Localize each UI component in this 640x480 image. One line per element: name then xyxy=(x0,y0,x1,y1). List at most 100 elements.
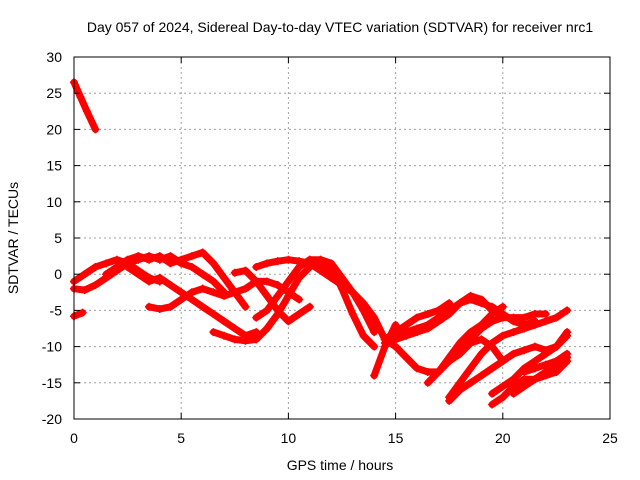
data-point xyxy=(112,255,121,264)
data-point xyxy=(348,288,357,297)
data-point xyxy=(498,357,507,366)
data-point xyxy=(262,259,271,268)
data-point xyxy=(155,304,164,313)
data-point xyxy=(241,266,250,275)
data-point xyxy=(209,328,218,337)
data-point xyxy=(262,324,271,333)
data-point xyxy=(305,302,314,311)
data-point xyxy=(541,349,550,358)
data-point xyxy=(530,364,539,373)
data-point xyxy=(295,310,304,319)
data-point xyxy=(145,277,154,286)
data-point xyxy=(220,331,229,340)
data-point xyxy=(402,331,411,340)
data-point xyxy=(445,357,454,366)
data-point xyxy=(445,393,454,402)
series-line xyxy=(424,303,507,387)
data-point xyxy=(370,313,379,322)
data-point xyxy=(305,255,314,264)
data-point xyxy=(466,378,475,387)
data-point xyxy=(488,389,497,398)
data-point xyxy=(91,125,100,134)
data-point xyxy=(552,357,561,366)
series-line xyxy=(70,78,99,133)
data-point xyxy=(466,328,475,337)
data-point xyxy=(552,367,561,376)
data-point xyxy=(284,317,293,326)
data-point xyxy=(488,364,497,373)
series-arc-1 xyxy=(70,78,100,134)
data-point xyxy=(273,281,282,290)
data-point xyxy=(445,310,454,319)
data-point xyxy=(252,313,261,322)
data-point xyxy=(198,248,207,257)
data-point xyxy=(220,273,229,282)
series-arc-21 xyxy=(445,335,507,366)
data-point xyxy=(509,375,518,384)
data-point xyxy=(520,382,529,391)
y-axis-ticks: -20 -15 -10 -5 0 5 10 15 20 25 30 xyxy=(42,49,610,427)
data-point xyxy=(155,252,164,261)
data-point xyxy=(252,277,261,286)
data-point xyxy=(145,302,154,311)
data-point xyxy=(252,335,261,344)
data-point xyxy=(102,270,111,279)
data-point xyxy=(177,295,186,304)
data-point xyxy=(241,336,250,345)
data-point xyxy=(530,310,539,319)
data-point xyxy=(262,291,271,300)
y-tick-label: 25 xyxy=(46,85,62,101)
data-point xyxy=(295,273,304,282)
data-point xyxy=(530,357,539,366)
data-point xyxy=(262,277,271,286)
data-point xyxy=(520,367,529,376)
data-point xyxy=(455,299,464,308)
data-point xyxy=(177,288,186,297)
data-point xyxy=(402,320,411,329)
data-point xyxy=(477,320,486,329)
data-point xyxy=(155,273,164,282)
data-point xyxy=(509,317,518,326)
data-point xyxy=(477,371,486,380)
data-point xyxy=(541,310,550,319)
data-point xyxy=(466,291,475,300)
data-point xyxy=(455,378,464,387)
data-point xyxy=(423,324,432,333)
data-point xyxy=(134,270,143,279)
data-point xyxy=(509,382,518,391)
x-axis-label: GPS time / hours xyxy=(287,457,394,473)
data-point xyxy=(434,317,443,326)
data-point xyxy=(102,259,111,268)
chart-title: Day 057 of 2024, Sidereal Day-to-day VTE… xyxy=(87,19,593,35)
data-point xyxy=(187,252,196,261)
data-point xyxy=(230,268,239,277)
data-point xyxy=(530,342,539,351)
data-point xyxy=(166,302,175,311)
data-point xyxy=(563,331,572,340)
series-arc-17 xyxy=(380,291,507,347)
data-point xyxy=(477,295,486,304)
data-point xyxy=(455,338,464,347)
data-point xyxy=(552,342,561,351)
data-point xyxy=(123,262,132,271)
data-point xyxy=(520,313,529,322)
data-point xyxy=(316,266,325,275)
data-point xyxy=(209,277,218,286)
data-point xyxy=(348,310,357,319)
y-tick-label: 10 xyxy=(46,194,62,210)
data-point xyxy=(530,320,539,329)
data-point xyxy=(241,302,250,311)
data-point xyxy=(380,338,389,347)
data-point xyxy=(498,313,507,322)
series-arc-25 xyxy=(520,349,572,376)
data-point xyxy=(145,255,154,264)
data-point xyxy=(391,320,400,329)
data-point xyxy=(434,306,443,315)
y-tick-label: -20 xyxy=(42,411,62,427)
data-point xyxy=(316,255,325,264)
data-point xyxy=(370,328,379,337)
data-point xyxy=(520,324,529,333)
data-point xyxy=(445,299,454,308)
data-point xyxy=(252,262,261,271)
data-point xyxy=(498,382,507,391)
